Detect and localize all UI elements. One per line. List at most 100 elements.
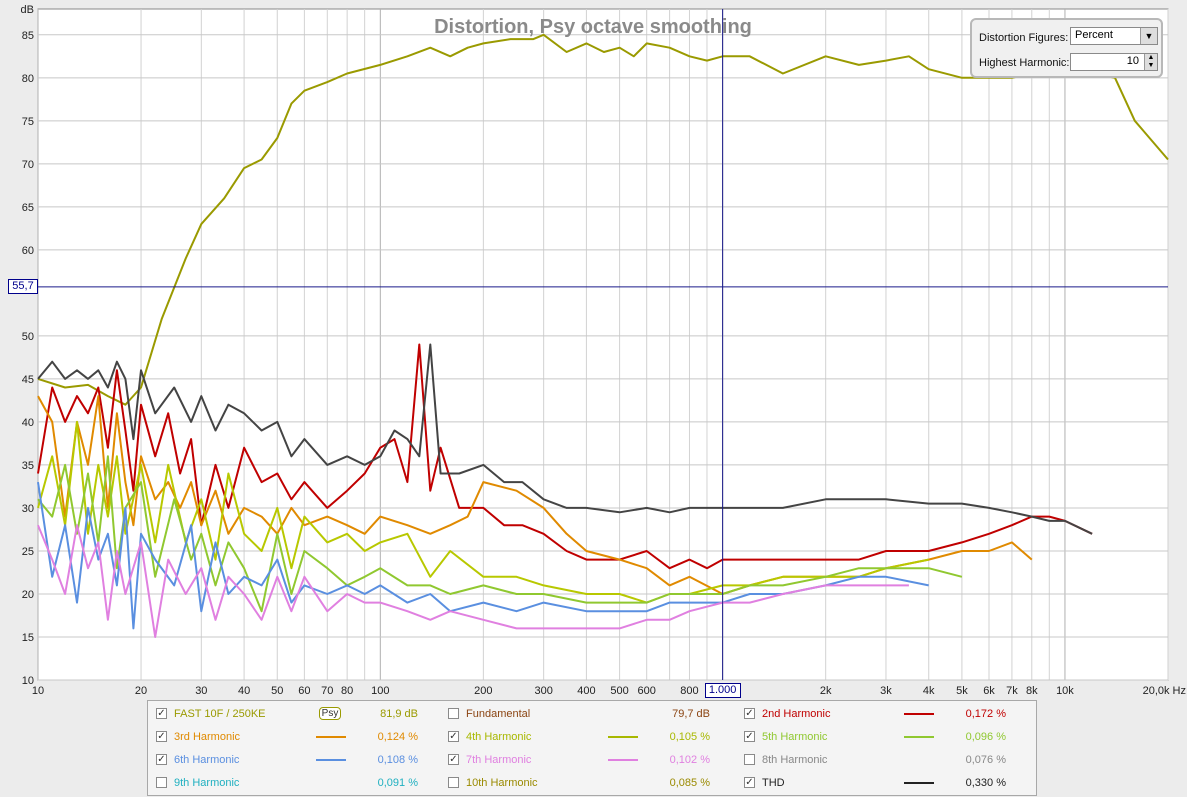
- x-tick-label: 60: [298, 685, 310, 697]
- legend-line-swatch: [316, 736, 346, 738]
- legend-label: 2nd Harmonic: [762, 708, 831, 720]
- cursor-x-readout: 1.000: [704, 683, 741, 698]
- x-tick-label: 20: [135, 685, 147, 697]
- legend-item-3rd-harmonic[interactable]: ✓ 3rd Harmonic 0,124 %: [156, 728, 441, 746]
- legend-item-10th-harmonic[interactable]: 10th Harmonic 0,085 %: [448, 774, 733, 792]
- legend-label: 8th Harmonic: [762, 754, 828, 766]
- x-tick-label: 70: [321, 685, 333, 697]
- distortion-figures-select[interactable]: Percent ▼: [1070, 27, 1158, 45]
- x-tick-label: 30: [195, 685, 207, 697]
- y-tick-label: 60: [22, 245, 34, 257]
- legend-checkbox[interactable]: [156, 777, 167, 788]
- legend-line-swatch: [608, 759, 638, 761]
- legend-item-8th-harmonic[interactable]: 8th Harmonic 0,076 %: [744, 751, 1029, 769]
- legend-line-swatch: [904, 782, 934, 784]
- spinner-arrows-icon[interactable]: ▲ ▼: [1144, 54, 1157, 70]
- legend-checkbox[interactable]: ✓: [744, 731, 755, 742]
- highest-harmonic-spinner[interactable]: 10 ▲ ▼: [1070, 53, 1158, 71]
- legend-item-5th-harmonic[interactable]: ✓ 5th Harmonic 0,096 %: [744, 728, 1029, 746]
- y-tick-label: 65: [22, 202, 34, 214]
- legend-checkbox[interactable]: [448, 708, 459, 719]
- legend-value: 0,096 %: [965, 731, 1006, 743]
- distortion-controls: Distortion Figures: Percent ▼ Highest Ha…: [970, 18, 1163, 78]
- y-tick-label: 35: [22, 460, 34, 472]
- distortion-plot[interactable]: 10 15 20 25 30 35 40 45 50 60 65 70 75 80 85 dB 10 20 30 40…: [0, 0, 1187, 700]
- legend-checkbox[interactable]: ✓: [448, 754, 459, 765]
- x-tick-label: 3k: [880, 685, 892, 697]
- legend-checkbox[interactable]: ✓: [744, 777, 755, 788]
- x-tick-label: 10k: [1056, 685, 1074, 697]
- y-tick-label: 20: [22, 589, 34, 601]
- y-tick-label: 50: [22, 331, 34, 343]
- chart-title: Distortion, Psy octave smoothing: [434, 16, 752, 38]
- legend-item-6th-harmonic[interactable]: ✓ 6th Harmonic 0,108 %: [156, 751, 441, 769]
- legend-value: 0,085 %: [669, 777, 710, 789]
- x-tick-label: 300: [534, 685, 552, 697]
- legend-value: 0,091 %: [377, 777, 418, 789]
- x-tick-label: 500: [610, 685, 628, 697]
- y-tick-label: 85: [22, 30, 34, 42]
- y-axis-label: dB: [21, 4, 34, 16]
- y-tick-label: 75: [22, 116, 34, 128]
- legend-value: 81,9 dB: [380, 708, 418, 720]
- legend-checkbox[interactable]: [448, 777, 459, 788]
- x-tick-label: 40: [238, 685, 250, 697]
- legend-line-swatch: [608, 736, 638, 738]
- x-tick-label: 800: [680, 685, 698, 697]
- y-tick-label: 70: [22, 159, 34, 171]
- x-tick-label: 400: [577, 685, 595, 697]
- legend-item-7th-harmonic[interactable]: ✓ 7th Harmonic 0,102 %: [448, 751, 733, 769]
- x-tick-label: 20,0k Hz: [1143, 685, 1186, 697]
- series-line-6th-harmonic: [37, 481, 929, 630]
- legend-value: 0,076 %: [965, 754, 1006, 766]
- x-tick-label: 2k: [820, 685, 832, 697]
- legend-line-swatch: [904, 713, 934, 715]
- x-tick-label: 4k: [923, 685, 935, 697]
- legend-checkbox[interactable]: ✓: [156, 754, 167, 765]
- legend-value: 0,108 %: [377, 754, 418, 766]
- legend-line-swatch: [316, 759, 346, 761]
- legend-item-9th-harmonic[interactable]: 9th Harmonic 0,091 %: [156, 774, 441, 792]
- legend-value: 0,124 %: [377, 731, 418, 743]
- legend-value: 0,102 %: [669, 754, 710, 766]
- x-tick-label: 100: [371, 685, 389, 697]
- legend-label: 9th Harmonic: [174, 777, 240, 789]
- x-tick-label: 6k: [983, 685, 995, 697]
- legend-label: 5th Harmonic: [762, 731, 828, 743]
- legend-label: 6th Harmonic: [174, 754, 240, 766]
- legend-checkbox[interactable]: ✓: [156, 731, 167, 742]
- x-tick-label: 7k: [1006, 685, 1018, 697]
- legend-item-fundamental[interactable]: Fundamental 79,7 dB: [448, 705, 733, 723]
- series-line-fast-10f-250ke: [37, 33, 1169, 406]
- x-tick-label: 50: [271, 685, 283, 697]
- legend-checkbox[interactable]: [744, 754, 755, 765]
- legend-checkbox[interactable]: ✓: [744, 708, 755, 719]
- distortion-figures-label: Distortion Figures:: [979, 32, 1069, 44]
- legend-value: 0,172 %: [965, 708, 1006, 720]
- highest-harmonic-value: 10: [1126, 55, 1139, 67]
- x-tick-label: 8k: [1026, 685, 1038, 697]
- series-line-7th-harmonic: [37, 524, 909, 638]
- highest-harmonic-label: Highest Harmonic:: [979, 57, 1070, 69]
- series-line-thd: [37, 343, 1093, 535]
- series-line-2nd-harmonic: [37, 343, 1093, 570]
- legend-item-fast-10f-250ke[interactable]: ✓ FAST 10F / 250KE Psy 81,9 dB: [156, 705, 441, 723]
- y-tick-label: 40: [22, 417, 34, 429]
- legend-value: 79,7 dB: [672, 708, 710, 720]
- legend-checkbox[interactable]: ✓: [156, 708, 167, 719]
- legend-item-thd[interactable]: ✓ THD 0,330 %: [744, 774, 1029, 792]
- legend-value: 0,105 %: [669, 731, 710, 743]
- legend-value: 0,330 %: [965, 777, 1006, 789]
- legend-label: 10th Harmonic: [466, 777, 538, 789]
- legend-item-4th-harmonic[interactable]: ✓ 4th Harmonic 0,105 %: [448, 728, 733, 746]
- chevron-down-icon[interactable]: ▼: [1140, 28, 1157, 44]
- legend-item-2nd-harmonic[interactable]: ✓ 2nd Harmonic 0,172 %: [744, 705, 1029, 723]
- cursor-y-readout: 55,7: [8, 278, 38, 294]
- psy-smoothing-badge[interactable]: Psy: [319, 707, 341, 720]
- x-tick-label: 5k: [956, 685, 968, 697]
- y-tick-label: 15: [22, 632, 34, 644]
- legend-label: Fundamental: [466, 708, 531, 720]
- legend-checkbox[interactable]: ✓: [448, 731, 459, 742]
- x-tick-label: 80: [341, 685, 353, 697]
- legend-panel: ✓ FAST 10F / 250KE Psy 81,9 dB Fundamental 79…: [147, 700, 1037, 796]
